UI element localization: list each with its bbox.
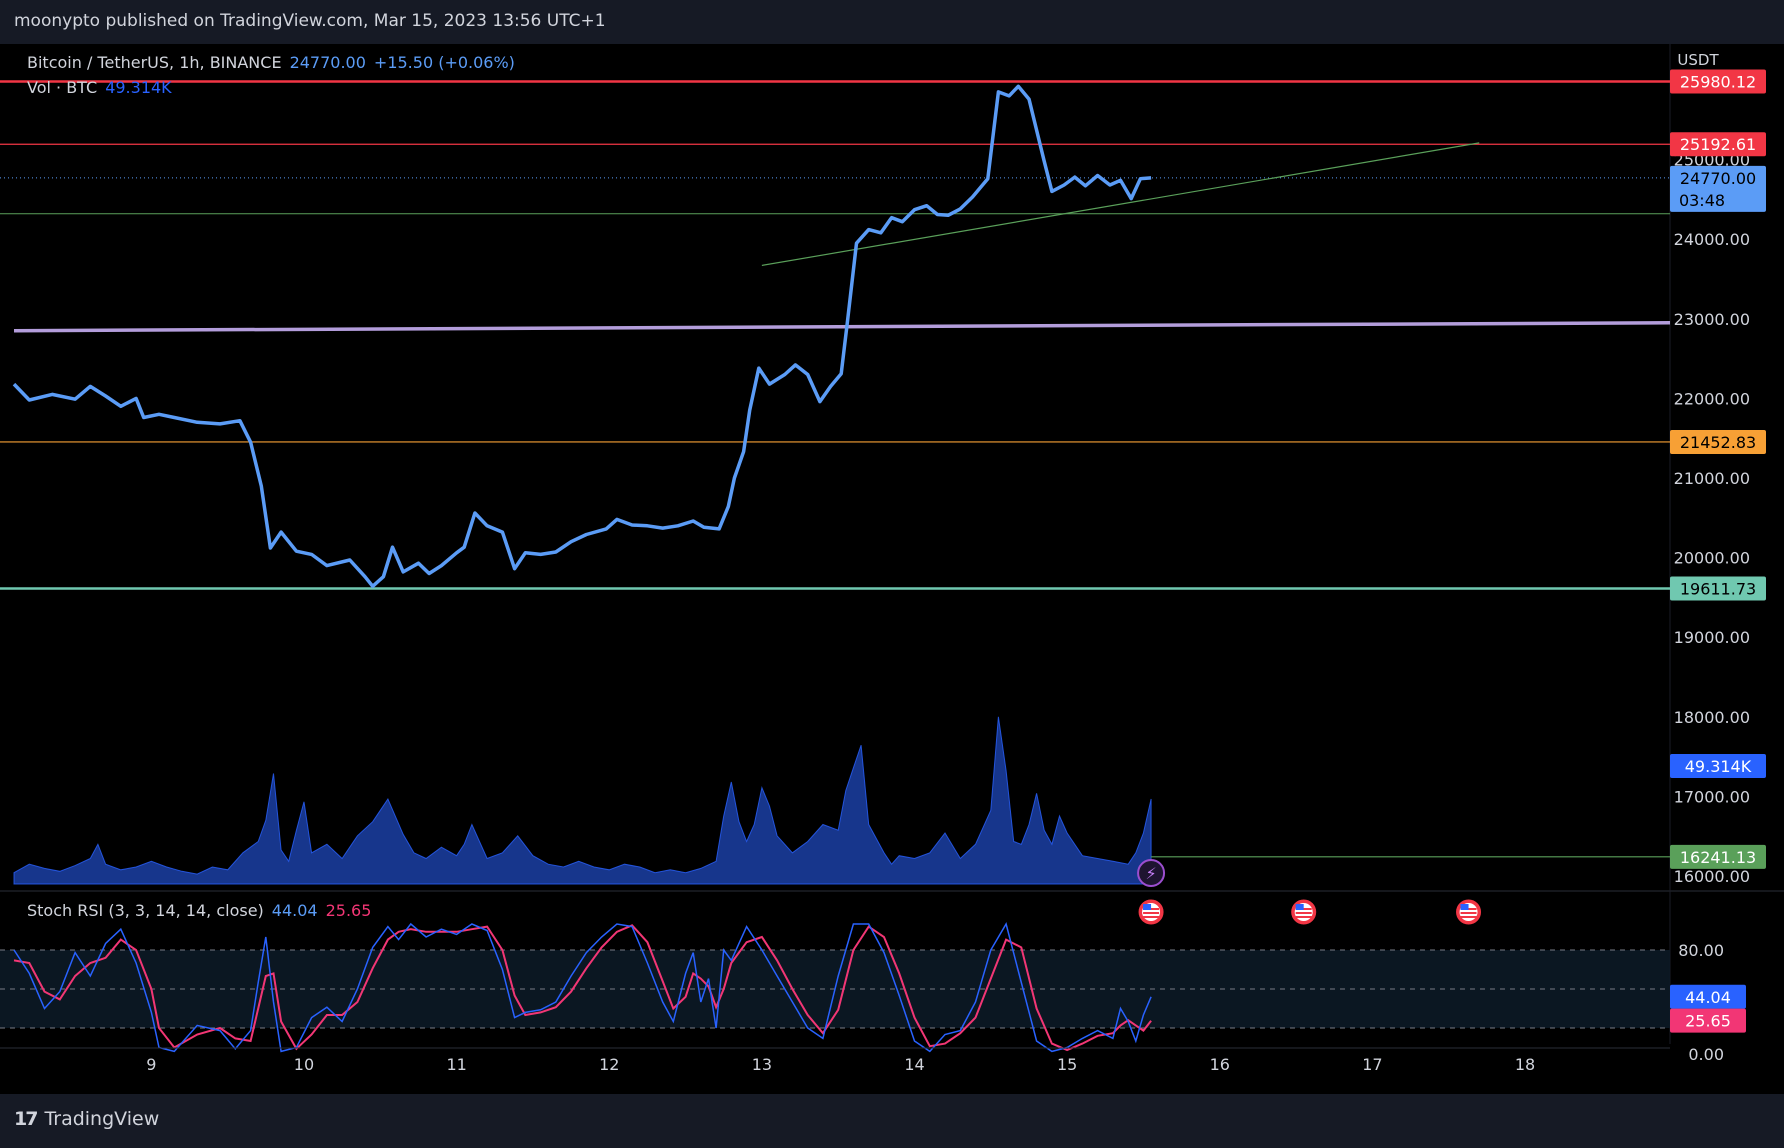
event-flag-icon <box>1137 898 1165 926</box>
event-flag-stripe <box>1143 912 1160 914</box>
rsi-d-tag: 25.65 <box>1685 1012 1731 1031</box>
event-flag-icon <box>1290 898 1318 926</box>
volume-tag: 49.314K <box>1685 757 1752 776</box>
time-tick-label: 13 <box>752 1055 772 1074</box>
level-tag: 16241.13 <box>1680 848 1756 867</box>
event-flag-stripe <box>1295 916 1312 918</box>
price-line <box>12 84 1152 589</box>
time-tick-label: 17 <box>1362 1055 1382 1074</box>
rsi-legend[interactable]: Stoch RSI (3, 3, 14, 14, close) 44.04 25.6… <box>27 901 379 920</box>
time-tick-label: 11 <box>446 1055 466 1074</box>
price-tick-label: 18000.00 <box>1674 708 1750 727</box>
level-tag-bg <box>1670 844 1766 869</box>
event-flag-canton <box>1295 904 1304 910</box>
time-tick-label: 9 <box>146 1055 156 1074</box>
tv-logo-icon: 17 <box>14 1108 38 1130</box>
rsi-k-tag-bg <box>1670 984 1746 1009</box>
green-trendline <box>761 142 1480 267</box>
volume-tag-bg <box>1670 754 1766 778</box>
lavender-trendline <box>13 321 1671 333</box>
level-tag: 19611.73 <box>1680 580 1756 599</box>
chart-svg[interactable]: ⚡ 25000.0024000.0023000.0022000.0021000.… <box>0 44 1784 1094</box>
rsi-tick-label: 0.00 <box>1688 1045 1724 1064</box>
publisher-text: moonypto published on TradingView.com, M… <box>14 11 606 31</box>
event-flag-canton <box>1460 904 1469 910</box>
time-tick-label: 10 <box>294 1055 314 1074</box>
currency-label: USDT <box>1677 51 1719 69</box>
volume-area <box>13 716 1152 885</box>
price-pane: ⚡ <box>0 44 1784 1044</box>
rsi-d-value: 25.65 <box>325 901 372 920</box>
countdown-tag: 03:48 <box>1679 191 1725 210</box>
price-tick-label: 19000.00 <box>1674 628 1750 647</box>
level-tag-bg <box>1670 132 1766 157</box>
vol-value: 49.314K <box>105 78 172 97</box>
legend-price: 24770.00 <box>289 53 366 72</box>
event-flag-canton <box>1143 904 1152 910</box>
tv-logo-text: TradingView <box>44 1108 160 1130</box>
time-tick-label: 16 <box>1210 1055 1230 1074</box>
rsi-tick-label: 80.00 <box>1678 941 1724 960</box>
event-flag-icon <box>1455 898 1483 926</box>
time-axis: 9 10 11 12 13 14 15 16 17 18 <box>0 1047 1670 1074</box>
price-tick-label: 17000.00 <box>1674 787 1750 806</box>
level-tag: 25980.12 <box>1680 73 1756 92</box>
level-tag-bg <box>1670 576 1766 601</box>
level-tag-bg <box>1670 429 1766 454</box>
event-flag-stripe <box>1295 912 1312 914</box>
price-tick-label: 24000.00 <box>1674 230 1750 249</box>
tradingview-logo[interactable]: 17 TradingView <box>14 1108 159 1130</box>
price-tick-label: 20000.00 <box>1674 549 1750 568</box>
level-tag: 21452.83 <box>1680 433 1756 452</box>
price-tick-label: 16000.00 <box>1674 867 1750 886</box>
rsi-pane <box>0 922 1670 1053</box>
publish-bar: moonypto published on TradingView.com, M… <box>0 0 1784 44</box>
legend-change: +15.50 (+0.06%) <box>373 53 515 72</box>
rsi-k-value: 44.04 <box>271 901 318 920</box>
event-flag-stripe <box>1460 912 1477 914</box>
price-legend[interactable]: Bitcoin / TetherUS, 1h, BINANCE 24770.00 +… <box>27 53 523 72</box>
rsi-label: Stoch RSI (3, 3, 14, 14, close) <box>27 901 264 920</box>
legend-symbol: Bitcoin / TetherUS, 1h, BINANCE <box>27 53 282 72</box>
vol-label: Vol · BTC <box>27 78 98 97</box>
level-tag: 25192.61 <box>1680 135 1756 154</box>
event-flag-stripe <box>1460 916 1477 918</box>
current-price-tag: 24770.00 <box>1680 169 1756 188</box>
current-price-tag-bg <box>1670 165 1766 212</box>
time-tick-label: 18 <box>1515 1055 1535 1074</box>
price-tick-label: 23000.00 <box>1674 310 1750 329</box>
level-tag-bg <box>1670 69 1766 94</box>
time-tick-label: 12 <box>599 1055 619 1074</box>
rsi-k-tag: 44.04 <box>1685 988 1731 1007</box>
event-flag-stripe <box>1143 916 1160 918</box>
flash-icon-ring <box>1137 859 1166 887</box>
time-tick-label: 14 <box>904 1055 924 1074</box>
price-tick-label: 21000.00 <box>1674 469 1750 488</box>
flash-icon-glyph: ⚡ <box>1145 864 1156 883</box>
time-tick-label: 15 <box>1057 1055 1077 1074</box>
flash-icon: ⚡ <box>1137 859 1166 887</box>
rsi-d-tag-bg <box>1670 1008 1746 1033</box>
footer-bar: 17 TradingView <box>0 1094 1784 1148</box>
rsi-d-line <box>13 924 1152 1052</box>
price-tick-label: 22000.00 <box>1674 389 1750 408</box>
price-axis: 25000.0024000.0023000.0022000.0021000.00… <box>1670 69 1766 1064</box>
volume-legend[interactable]: Vol · BTC 49.314K <box>27 78 180 97</box>
rsi-k-line <box>13 922 1152 1053</box>
